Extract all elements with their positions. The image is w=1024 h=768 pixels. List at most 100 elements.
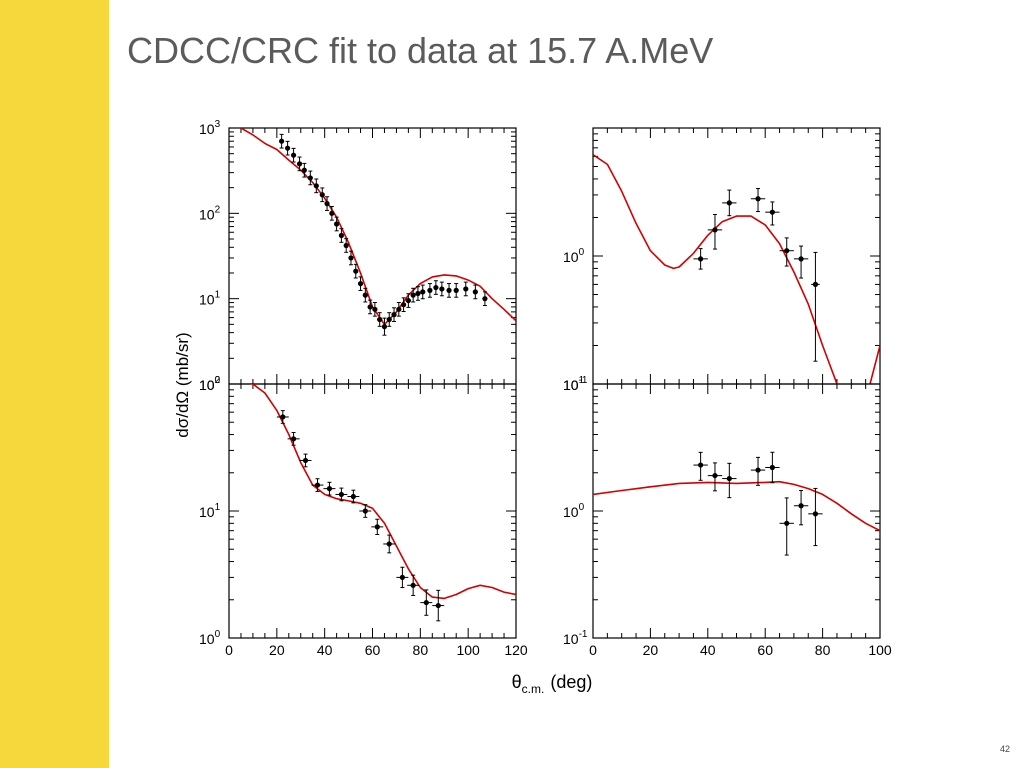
data-marker: [279, 138, 285, 144]
data-point: [427, 283, 433, 298]
y-tick-exponent: 1: [579, 375, 585, 386]
data-point: [377, 312, 383, 327]
data-marker: [338, 491, 345, 498]
data-point: [407, 574, 420, 596]
data-marker: [396, 306, 402, 312]
data-marker: [324, 201, 330, 207]
data-marker: [423, 599, 429, 606]
x-axis-label-subscript: c.m.: [522, 682, 545, 696]
data-point: [276, 410, 289, 424]
data-marker: [755, 196, 761, 202]
data-marker: [712, 472, 718, 479]
y-tick-base: 10: [563, 377, 579, 393]
page-number: 42: [999, 744, 1010, 754]
data-marker: [769, 209, 775, 215]
data-point: [287, 431, 300, 446]
data-point: [324, 196, 330, 211]
data-marker: [726, 475, 732, 482]
data-point: [338, 228, 345, 243]
data-marker: [343, 242, 349, 249]
y-tick-label: 10-1: [563, 629, 588, 647]
data-point: [722, 189, 737, 217]
data-marker: [296, 161, 303, 167]
data-marker: [784, 520, 790, 526]
x-tick-label: 0: [225, 642, 233, 658]
data-marker: [400, 302, 407, 308]
data-point: [793, 245, 809, 279]
data-point: [301, 162, 307, 178]
x-tick-label: 20: [643, 642, 659, 658]
y-axis-label: dσ/dΩ (mb/sr): [173, 332, 192, 437]
data-marker: [726, 200, 732, 206]
data-point: [319, 187, 325, 203]
y-tick-exponent: 0: [579, 502, 585, 513]
data-point: [362, 287, 368, 303]
data-marker: [374, 524, 380, 530]
data-marker: [338, 232, 345, 239]
data-marker: [463, 286, 469, 292]
x-tick-label: 40: [317, 642, 333, 658]
data-marker: [427, 287, 433, 293]
side-bar: [0, 0, 109, 768]
data-point: [472, 284, 478, 300]
data-point: [433, 280, 439, 295]
data-point: [463, 281, 469, 297]
y-tick-base: 10: [199, 631, 215, 647]
data-point: [693, 248, 708, 270]
data-point: [359, 504, 372, 518]
data-marker: [798, 256, 804, 262]
data-point: [279, 133, 285, 149]
y-tick-base: 10: [563, 631, 579, 647]
x-tick-label: 80: [413, 642, 429, 658]
data-marker: [334, 221, 340, 227]
data-point: [335, 487, 348, 502]
data-point: [329, 206, 335, 221]
y-tick-exponent: 0: [579, 247, 585, 258]
data-marker: [391, 312, 397, 318]
x-tick-label: 20: [269, 642, 285, 658]
data-marker: [812, 511, 819, 517]
data-marker: [367, 304, 373, 310]
data-marker: [377, 316, 383, 323]
data-point: [439, 281, 445, 297]
data-point: [808, 487, 823, 547]
data-marker: [362, 508, 368, 514]
panel-frame: [592, 127, 881, 385]
data-point: [707, 214, 723, 250]
data-point: [343, 238, 349, 253]
data-marker: [357, 281, 364, 287]
x-tick-label: 40: [700, 642, 716, 658]
data-marker: [319, 192, 325, 198]
data-point: [290, 147, 297, 163]
data-point: [793, 490, 809, 526]
data-point: [296, 156, 303, 172]
data-marker: [446, 287, 452, 293]
y-tick-base: 10: [199, 504, 215, 520]
data-point: [765, 201, 780, 226]
x-tick-label: 100: [868, 642, 892, 658]
data-marker: [698, 462, 704, 468]
data-point: [372, 302, 378, 317]
data-point: [420, 284, 426, 300]
panel-frame: [592, 383, 881, 639]
data-point: [311, 478, 324, 492]
data-point: [750, 188, 766, 213]
y-tick-base: 10: [199, 292, 215, 308]
data-point: [779, 237, 794, 267]
data-point: [693, 451, 708, 481]
y-tick-base: 10: [199, 121, 215, 137]
data-marker: [284, 145, 291, 151]
y-tick-base: 10: [563, 377, 579, 393]
data-marker: [399, 574, 405, 581]
data-point: [707, 462, 723, 492]
y-tick-exponent: -1: [579, 629, 588, 640]
data-point: [323, 481, 336, 496]
data-marker: [386, 316, 392, 323]
data-marker: [405, 297, 411, 304]
y-tick-label: 101: [563, 375, 585, 393]
y-tick-exponent: 0: [215, 629, 221, 640]
data-marker: [410, 582, 416, 588]
